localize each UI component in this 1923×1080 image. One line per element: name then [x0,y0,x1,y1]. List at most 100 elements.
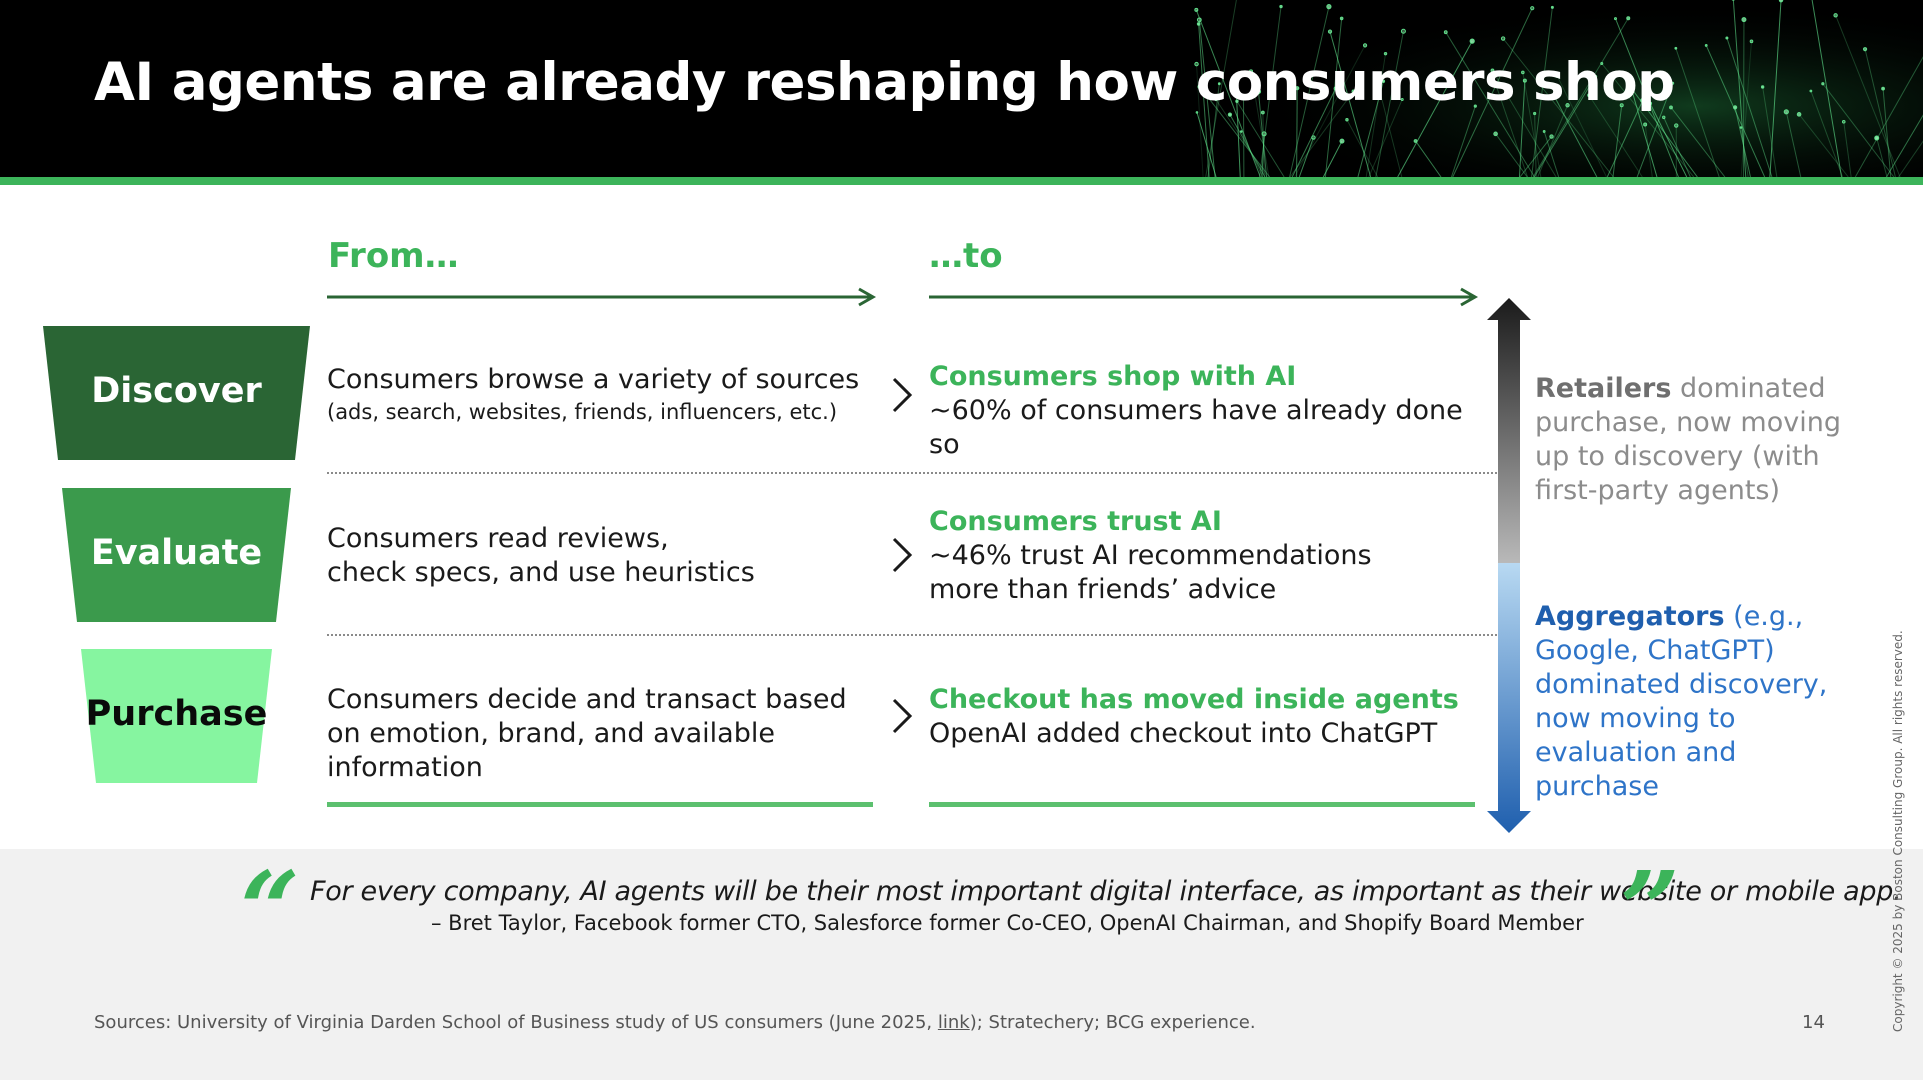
chevron-right-icon [892,537,913,573]
light-dot [1469,38,1475,44]
light-streak [1534,113,1537,177]
light-dot [1841,119,1846,124]
to-line: ~60% of consumers have already done so [929,395,1463,460]
light-streak [1649,103,1688,177]
from-line: check specs, and use heuristics [327,557,755,588]
to-column-label: …to [929,236,1003,276]
to-headline: Consumers trust AI [929,506,1222,537]
to-text-purchase: Checkout has moved inside agents OpenAI … [929,683,1489,751]
light-streak [1322,140,1343,177]
page-number: 14 [1802,1012,1825,1033]
light-dot [1760,85,1765,89]
light-dot [1241,96,1246,101]
light-streak [1606,100,1644,177]
light-streak [1556,75,1607,177]
light-dot [1249,69,1254,74]
to-arrow-icon [929,287,1479,307]
sources-note: Sources: University of Virginia Darden S… [94,1012,1256,1033]
light-dot [1739,126,1743,129]
light-dot [1327,29,1333,34]
from-main: Consumers browse a variety of sources [327,364,860,395]
light-streak [1250,71,1270,177]
light-dot [1279,4,1283,9]
from-line: Consumers decide and transact based [327,684,847,715]
light-streak [1670,107,1726,177]
light-streak [1726,37,1773,177]
light-dot [1295,86,1300,91]
sources-pre: Sources: University of Virginia Darden S… [94,1012,938,1033]
sources-link[interactable]: link [937,1012,970,1033]
light-dot [1473,104,1477,108]
light-dot [1725,36,1729,40]
light-dot [1600,62,1604,66]
light-streak [1543,131,1560,177]
light-streak [1898,140,1923,177]
light-streak [1375,31,1404,177]
to-headline: Checkout has moved inside agents [929,684,1459,715]
light-dot [1196,17,1202,23]
light-streak [1537,105,1569,177]
from-arrow-icon [327,287,877,307]
light-streak [1198,19,1216,177]
light-dot [1194,61,1199,67]
light-streak [1378,86,1403,177]
row-divider [327,634,1497,636]
light-dot [1443,30,1448,35]
quote-text: For every company, AI agents will be the… [310,876,1902,907]
funnel-stage-evaluate: Evaluate [62,488,291,622]
light-streak [1629,85,1658,177]
light-dot [1195,111,1199,114]
light-dot [1674,123,1679,128]
page-title: AI agents are already reshaping how cons… [94,52,1675,113]
light-streak [1615,18,1679,177]
light-streak [1196,112,1217,177]
light-dot [1833,13,1838,18]
light-streak [1811,0,1843,177]
light-streak [1705,45,1766,177]
light-dot [1197,84,1203,89]
copyright-notice: Copyright © 2025 by Boston Consulting Gr… [1891,630,1905,1032]
light-dot [1669,105,1673,110]
light-dot [1493,131,1498,137]
light-streak [1346,119,1379,177]
light-dot [1671,81,1675,85]
light-streak [1675,48,1720,177]
light-streak [1415,140,1442,177]
light-streak [1492,70,1557,177]
light-streak [1262,112,1265,177]
light-dot [1643,122,1648,127]
to-line: more than friends’ advice [929,574,1277,605]
light-streak [1822,83,1895,177]
from-line: on emotion, brand, and available informa… [327,718,775,783]
light-streak [1769,0,1782,177]
light-dot [1381,79,1386,84]
light-dot [1862,47,1868,52]
to-line: ~46% trust AI recommendations [929,540,1372,571]
light-streak [1294,45,1366,177]
light-dot [1674,46,1678,50]
light-streak [1289,91,1354,177]
light-dot [1227,112,1233,117]
to-headline: Consumers shop with AI [929,361,1297,392]
funnel-shape [43,326,310,460]
light-dot [1778,0,1784,3]
open-quote-icon: “ [240,848,300,971]
light-dot [1413,139,1418,143]
light-dot [1626,16,1631,21]
light-streak [1298,137,1314,177]
light-dot [1749,39,1754,44]
light-streak [1734,107,1751,177]
light-dot [1554,72,1560,78]
light-dot [1783,109,1789,115]
to-text-evaluate: Consumers trust AI ~46% trust AI recomme… [929,505,1489,607]
light-streak [1198,23,1210,177]
light-dot [1662,115,1666,120]
light-streak [1663,117,1691,177]
retailers-note: Retailers dominated purchase, now moving… [1535,372,1855,508]
light-dot [1490,74,1496,80]
light-dot [1261,131,1267,137]
light-dot [1874,135,1880,141]
header-divider [0,177,1923,185]
double-headed-arrow-icon [1487,298,1531,833]
sources-post: ); Stratechery; BCG experience. [969,1012,1256,1033]
